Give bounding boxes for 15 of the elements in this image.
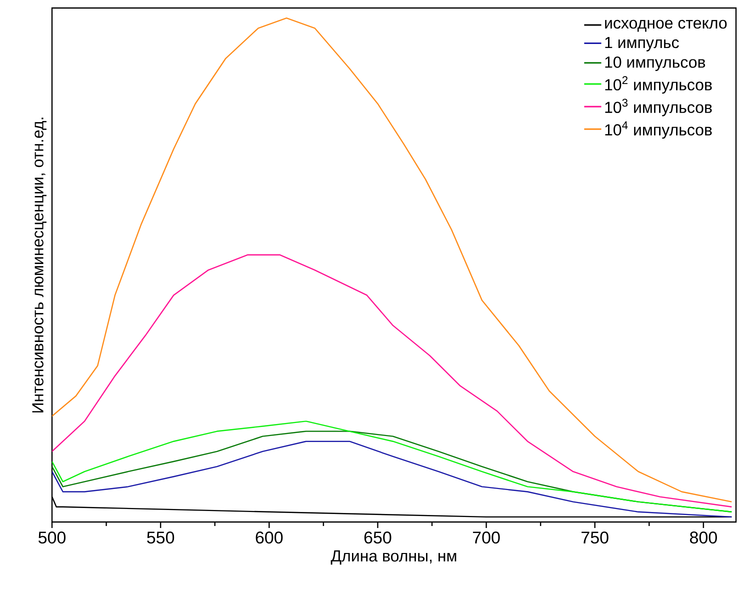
legend-label: 1 импульс (605, 37, 679, 52)
legend-label: 10$^{3}$ импульсов (605, 98, 712, 116)
legend-label: исходное стекло (605, 20, 727, 32)
x-tick-label: 500 (38, 532, 66, 544)
legend-label: 10$^{4}$ импульсов (605, 121, 712, 139)
legend-label: 10$^{2}$ импульсов (605, 76, 712, 94)
x-tick-label: 600 (256, 532, 283, 544)
x-tick-label: 750 (582, 532, 608, 544)
x-tick-label: 550 (147, 532, 174, 544)
x-tick-label: 700 (472, 532, 500, 544)
legend-label: 10 импульсов (605, 56, 706, 72)
y-axis-title: Интенсивность люминесценции, отн.ед. (32, 118, 46, 412)
x-tick-label: 650 (364, 532, 392, 544)
x-tick-label: 800 (690, 532, 717, 544)
x-axis-title: Длина волны, нм (330, 550, 456, 565)
